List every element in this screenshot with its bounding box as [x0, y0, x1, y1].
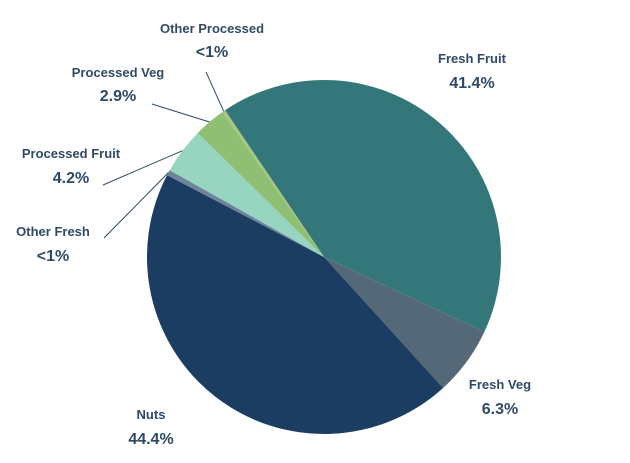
slice-label-fresh-fruit: Fresh Fruit [438, 51, 507, 66]
slice-value-other-fresh: <1% [37, 248, 69, 265]
pie-slice-processed-fruit [169, 132, 324, 257]
slice-value-nuts: 44.4% [128, 431, 173, 448]
pie-slice-other-processed [222, 110, 324, 258]
pie-slices [147, 80, 501, 434]
pie-slice-fresh-veg [324, 257, 485, 388]
slice-label-processed-fruit: Processed Fruit [22, 146, 121, 161]
slice-value-processed-veg: 2.9% [100, 88, 136, 105]
pie-slice-processed-veg [197, 112, 324, 258]
slice-value-processed-fruit: 4.2% [53, 170, 89, 187]
slice-label-processed-veg: Processed Veg [72, 65, 165, 80]
slice-label-nuts: Nuts [137, 407, 166, 422]
slice-value-fresh-fruit: 41.4% [449, 75, 494, 92]
slice-label-fresh-veg: Fresh Veg [469, 377, 531, 392]
leader-line-processed-fruit [102, 150, 183, 186]
leader-line-other-processed [205, 71, 225, 112]
slice-value-other-processed: <1% [196, 44, 228, 61]
leader-line-other-fresh [103, 172, 169, 239]
slice-label-other-processed: Other Processed [160, 21, 264, 36]
pie-slice-nuts [147, 175, 444, 434]
slice-value-fresh-veg: 6.3% [482, 401, 518, 418]
leader-lines [102, 71, 225, 239]
leader-line-processed-veg [151, 103, 210, 123]
slice-label-other-fresh: Other Fresh [16, 224, 90, 239]
pie-slice-other-fresh [167, 170, 324, 257]
pie-slice-fresh-fruit [225, 80, 501, 332]
